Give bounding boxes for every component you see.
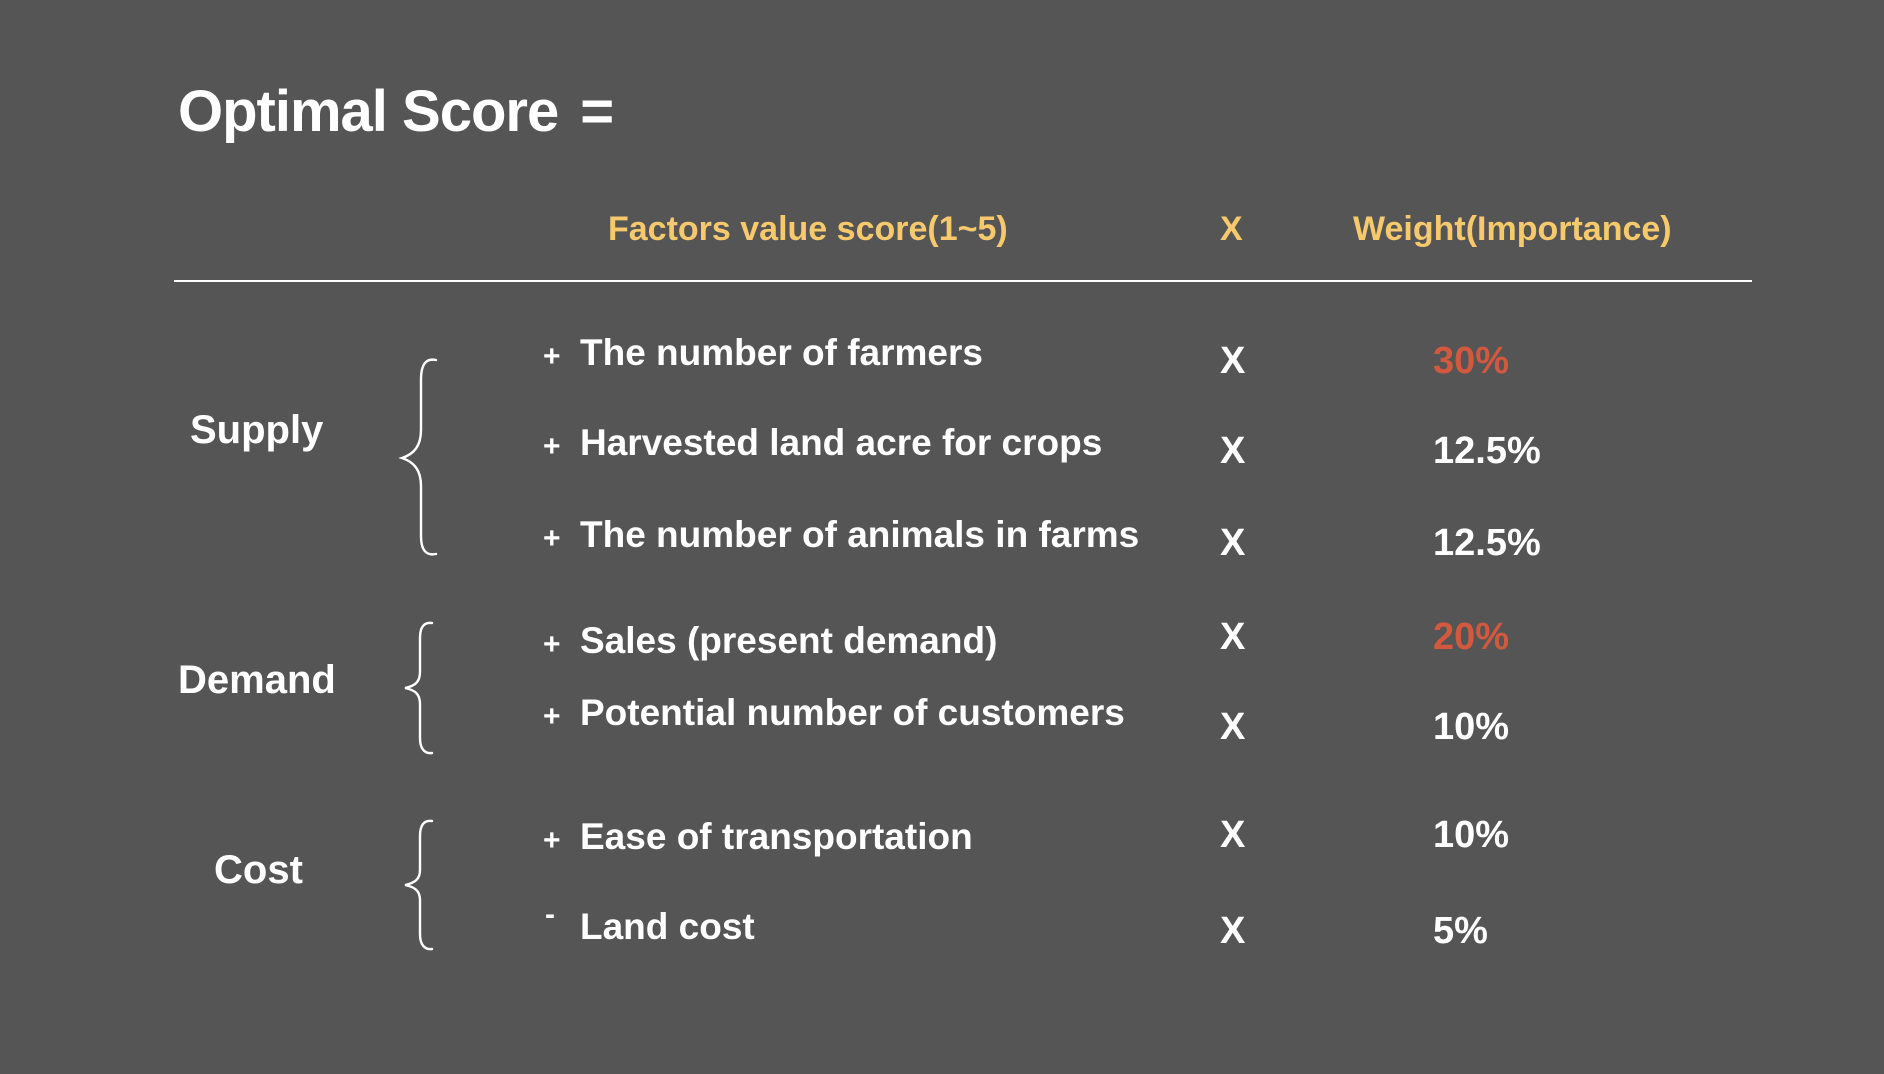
- equals-sign: =: [580, 79, 614, 144]
- weight-value: 30%: [1433, 340, 1510, 382]
- header-factors: Factors value score(1~5): [608, 210, 1008, 248]
- multiply-sign: X: [1220, 814, 1246, 856]
- row-sign: +: [543, 700, 561, 733]
- multiply-sign: X: [1220, 522, 1246, 564]
- factor-label: Potential number of customers: [580, 692, 1125, 733]
- demand-brace-icon: [404, 621, 434, 755]
- factor-label: Land cost: [580, 906, 755, 947]
- weight-value: 12.5%: [1433, 430, 1541, 472]
- multiply-sign: X: [1220, 910, 1246, 952]
- page-title: Optimal Score =: [178, 78, 614, 145]
- multiply-sign: X: [1220, 706, 1246, 748]
- weight-value: 20%: [1433, 616, 1510, 658]
- header-weight: Weight(Importance): [1353, 210, 1672, 248]
- row-sign: +: [543, 430, 561, 463]
- header-multiply: X: [1220, 210, 1243, 248]
- supply-brace-icon: [398, 358, 438, 556]
- title-text: Optimal Score: [178, 79, 559, 144]
- weight-value: 10%: [1433, 706, 1510, 748]
- weight-value: 12.5%: [1433, 522, 1541, 564]
- factor-label: Sales (present demand): [580, 620, 998, 661]
- row-sign: -: [545, 898, 555, 931]
- multiply-sign: X: [1220, 616, 1246, 658]
- header-divider: [174, 280, 1752, 282]
- factor-label: Harvested land acre for crops: [580, 422, 1103, 463]
- multiply-sign: X: [1220, 430, 1246, 472]
- multiply-sign: X: [1220, 340, 1246, 382]
- row-sign: +: [543, 522, 561, 555]
- weight-value: 10%: [1433, 814, 1510, 856]
- cost-brace-icon: [404, 819, 434, 951]
- group-label-cost: Cost: [214, 848, 303, 892]
- factor-label: Ease of transportation: [580, 816, 973, 857]
- group-label-demand: Demand: [178, 658, 336, 702]
- row-sign: +: [543, 824, 561, 857]
- factor-label: The number of animals in farms: [580, 514, 1140, 555]
- row-sign: +: [543, 628, 561, 661]
- group-label-supply: Supply: [190, 408, 324, 452]
- factor-label: The number of farmers: [580, 332, 983, 373]
- weight-value: 5%: [1433, 910, 1488, 952]
- row-sign: +: [543, 340, 561, 373]
